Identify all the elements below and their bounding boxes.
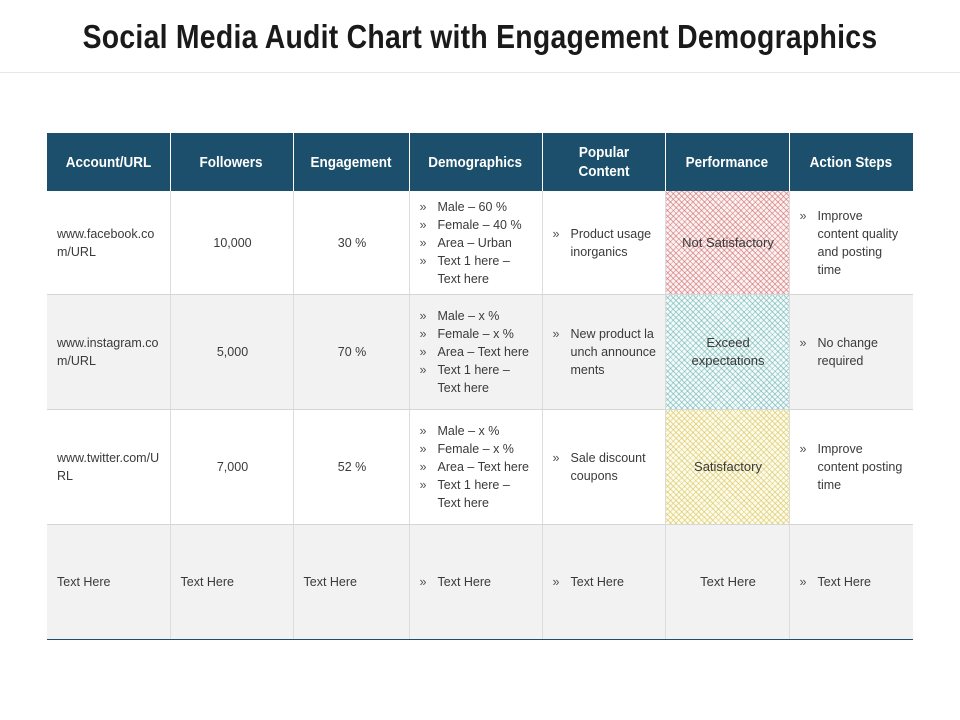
cell-followers: 5,000 xyxy=(170,295,293,410)
demographic-item: Area – Text here xyxy=(420,343,534,361)
demographic-item: Area – Text here xyxy=(420,458,534,476)
cell-account: Text Here xyxy=(47,525,170,640)
cell-account: www.instagram.com/URL xyxy=(47,295,170,410)
table-row: www.twitter.com/URL 7,000 52 % Male – x … xyxy=(47,410,913,525)
header-engagement: Engagement xyxy=(293,133,409,191)
cell-followers: 7,000 xyxy=(170,410,293,525)
cell-engagement: 30 % xyxy=(293,191,409,295)
table-row: www.instagram.com/URL 5,000 70 % Male – … xyxy=(47,295,913,410)
cell-demographics: Male – x % Female – x % Area – Text here… xyxy=(409,295,542,410)
cell-popular-content: Product usage inorganics xyxy=(542,191,665,295)
demographic-item: Text 1 here – Text here xyxy=(420,476,534,512)
demographic-item: Female – 40 % xyxy=(420,216,534,234)
cell-engagement: 70 % xyxy=(293,295,409,410)
action-item: Text Here xyxy=(800,573,906,591)
table-header-row: Account/URL Followers Engagement Demogra… xyxy=(47,133,913,191)
cell-engagement: Text Here xyxy=(293,525,409,640)
cell-demographics: Male – x % Female – x % Area – Text here… xyxy=(409,410,542,525)
header-followers: Followers xyxy=(170,133,293,191)
cell-followers: 10,000 xyxy=(170,191,293,295)
cell-popular-content: Sale discount coupons xyxy=(542,410,665,525)
demographic-item: Female – x % xyxy=(420,325,534,343)
action-item: Improve content posting time xyxy=(800,440,906,494)
demographic-item: Text 1 here – Text here xyxy=(420,361,534,397)
demographic-item: Text Here xyxy=(420,573,534,591)
cell-action-steps: Text Here xyxy=(789,525,913,640)
demographic-item: Text 1 here – Text here xyxy=(420,252,534,288)
page-title: Social Media Audit Chart with Engagement… xyxy=(67,18,893,56)
cell-performance: Text Here xyxy=(665,525,789,640)
cell-popular-content: New product launch announcements xyxy=(542,295,665,410)
content-item: Sale discount coupons xyxy=(553,449,657,485)
demographic-item: Male – 60 % xyxy=(420,198,534,216)
table-row: www.facebook.com/URL 10,000 30 % Male – … xyxy=(47,191,913,295)
cell-engagement: 52 % xyxy=(293,410,409,525)
demographic-item: Area – Urban xyxy=(420,234,534,252)
cell-action-steps: Improve content quality and posting time xyxy=(789,191,913,295)
cell-performance: Not Satisfactory xyxy=(665,191,789,295)
header-account: Account/URL xyxy=(47,133,170,191)
header-action-steps: Action Steps xyxy=(789,133,913,191)
cell-demographics: Male – 60 % Female – 40 % Area – Urban T… xyxy=(409,191,542,295)
demographic-item: Male – x % xyxy=(420,422,534,440)
action-item: No change required xyxy=(800,334,906,370)
header-demographics: Demographics xyxy=(409,133,542,191)
header-performance: Performance xyxy=(665,133,789,191)
title-divider xyxy=(0,72,960,73)
content-item: Product usage inorganics xyxy=(553,225,657,261)
cell-popular-content: Text Here xyxy=(542,525,665,640)
header-popular-content: Popular Content xyxy=(542,133,665,191)
cell-demographics: Text Here xyxy=(409,525,542,640)
demographic-item: Female – x % xyxy=(420,440,534,458)
cell-followers: Text Here xyxy=(170,525,293,640)
action-item: Improve content quality and posting time xyxy=(800,207,906,279)
demographic-item: Male – x % xyxy=(420,307,534,325)
content-item: New product launch announcements xyxy=(553,325,657,379)
content-item: Text Here xyxy=(553,573,657,591)
audit-table: Account/URL Followers Engagement Demogra… xyxy=(47,133,913,640)
table-row: Text Here Text Here Text Here Text Here … xyxy=(47,525,913,640)
cell-account: www.facebook.com/URL xyxy=(47,191,170,295)
cell-action-steps: No change required xyxy=(789,295,913,410)
cell-account: www.twitter.com/URL xyxy=(47,410,170,525)
cell-performance: Exceed expectations xyxy=(665,295,789,410)
cell-performance: Satisfactory xyxy=(665,410,789,525)
cell-action-steps: Improve content posting time xyxy=(789,410,913,525)
